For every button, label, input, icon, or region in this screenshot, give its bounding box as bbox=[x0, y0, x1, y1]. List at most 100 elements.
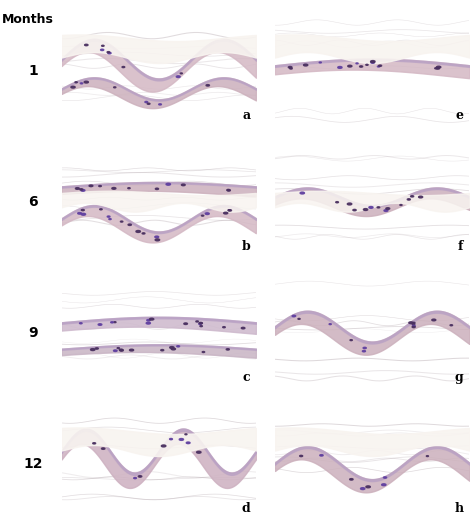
Ellipse shape bbox=[201, 215, 204, 216]
Ellipse shape bbox=[91, 348, 95, 351]
Ellipse shape bbox=[199, 323, 201, 324]
Ellipse shape bbox=[363, 351, 365, 352]
Ellipse shape bbox=[360, 66, 363, 67]
Ellipse shape bbox=[155, 236, 159, 238]
Ellipse shape bbox=[197, 451, 201, 453]
Text: 9: 9 bbox=[28, 326, 38, 340]
Ellipse shape bbox=[320, 455, 323, 456]
Ellipse shape bbox=[300, 455, 302, 456]
Text: h: h bbox=[454, 503, 464, 516]
Ellipse shape bbox=[114, 87, 116, 88]
Ellipse shape bbox=[386, 208, 390, 210]
Ellipse shape bbox=[319, 62, 321, 63]
Ellipse shape bbox=[377, 66, 380, 67]
Ellipse shape bbox=[179, 439, 183, 440]
Ellipse shape bbox=[338, 67, 342, 68]
Ellipse shape bbox=[196, 321, 199, 322]
Ellipse shape bbox=[356, 63, 358, 64]
Ellipse shape bbox=[200, 325, 202, 326]
Ellipse shape bbox=[100, 49, 104, 50]
Ellipse shape bbox=[142, 233, 145, 234]
Ellipse shape bbox=[80, 83, 83, 84]
Ellipse shape bbox=[145, 102, 148, 103]
Ellipse shape bbox=[186, 442, 190, 444]
Ellipse shape bbox=[146, 322, 150, 324]
Ellipse shape bbox=[120, 350, 123, 351]
Ellipse shape bbox=[371, 61, 375, 62]
Ellipse shape bbox=[292, 315, 296, 317]
Ellipse shape bbox=[128, 224, 131, 225]
Ellipse shape bbox=[419, 196, 423, 198]
Ellipse shape bbox=[78, 212, 82, 214]
Text: Months: Months bbox=[2, 13, 54, 26]
Ellipse shape bbox=[303, 64, 308, 66]
Ellipse shape bbox=[111, 322, 113, 323]
Ellipse shape bbox=[113, 350, 117, 352]
Ellipse shape bbox=[128, 188, 130, 189]
Ellipse shape bbox=[371, 62, 374, 63]
Ellipse shape bbox=[205, 213, 209, 214]
Ellipse shape bbox=[81, 213, 86, 215]
Ellipse shape bbox=[412, 325, 415, 326]
Ellipse shape bbox=[159, 104, 162, 105]
Ellipse shape bbox=[363, 347, 366, 348]
Text: a: a bbox=[242, 110, 250, 123]
Ellipse shape bbox=[84, 81, 88, 83]
Ellipse shape bbox=[184, 323, 187, 324]
Ellipse shape bbox=[223, 326, 225, 328]
Text: 12: 12 bbox=[23, 457, 43, 471]
Ellipse shape bbox=[400, 204, 402, 205]
Ellipse shape bbox=[369, 206, 373, 209]
Ellipse shape bbox=[228, 190, 230, 191]
Ellipse shape bbox=[101, 45, 104, 46]
Ellipse shape bbox=[226, 348, 229, 350]
Ellipse shape bbox=[119, 349, 123, 351]
Ellipse shape bbox=[180, 73, 182, 74]
Ellipse shape bbox=[410, 195, 414, 197]
Ellipse shape bbox=[89, 185, 93, 187]
Text: 1: 1 bbox=[28, 64, 38, 78]
Ellipse shape bbox=[80, 189, 83, 190]
Ellipse shape bbox=[350, 340, 352, 341]
Ellipse shape bbox=[176, 76, 180, 78]
Ellipse shape bbox=[182, 184, 185, 185]
Ellipse shape bbox=[437, 68, 439, 69]
Ellipse shape bbox=[80, 323, 82, 324]
Ellipse shape bbox=[228, 210, 230, 211]
Ellipse shape bbox=[228, 210, 231, 211]
Ellipse shape bbox=[288, 67, 292, 68]
Ellipse shape bbox=[166, 183, 171, 185]
Ellipse shape bbox=[99, 185, 101, 187]
Ellipse shape bbox=[122, 67, 125, 68]
Ellipse shape bbox=[224, 212, 228, 214]
Ellipse shape bbox=[185, 434, 187, 435]
Ellipse shape bbox=[435, 68, 438, 69]
Text: g: g bbox=[455, 372, 464, 385]
Text: b: b bbox=[241, 241, 250, 254]
Ellipse shape bbox=[241, 328, 245, 329]
Ellipse shape bbox=[412, 322, 415, 323]
Ellipse shape bbox=[353, 210, 356, 211]
Ellipse shape bbox=[95, 348, 98, 349]
Ellipse shape bbox=[82, 210, 84, 211]
Ellipse shape bbox=[347, 203, 352, 205]
Ellipse shape bbox=[170, 439, 173, 440]
Ellipse shape bbox=[227, 189, 230, 191]
Ellipse shape bbox=[361, 488, 365, 489]
Ellipse shape bbox=[129, 349, 134, 351]
Ellipse shape bbox=[147, 320, 150, 321]
Ellipse shape bbox=[75, 82, 77, 83]
Ellipse shape bbox=[138, 476, 142, 477]
Ellipse shape bbox=[134, 477, 137, 479]
Ellipse shape bbox=[364, 209, 368, 211]
Ellipse shape bbox=[202, 352, 205, 353]
Ellipse shape bbox=[85, 44, 88, 46]
Ellipse shape bbox=[437, 66, 441, 68]
Ellipse shape bbox=[112, 188, 116, 189]
Ellipse shape bbox=[81, 190, 85, 191]
Ellipse shape bbox=[101, 448, 105, 450]
Ellipse shape bbox=[200, 323, 202, 324]
Ellipse shape bbox=[108, 52, 111, 54]
Ellipse shape bbox=[450, 325, 453, 326]
Text: e: e bbox=[456, 110, 464, 123]
